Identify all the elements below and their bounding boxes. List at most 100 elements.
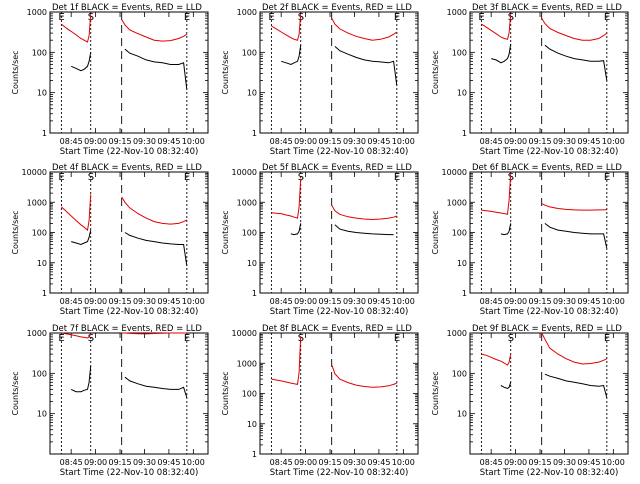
series-line-lld: [481, 13, 608, 41]
y-tick-label: 100: [242, 48, 257, 57]
x-tick-label: 09:15: [529, 458, 552, 467]
x-tick-label: 09:45: [367, 137, 390, 146]
panel-title: Det 7f BLACK = Events, RED = LLD: [52, 324, 202, 334]
interval-marker-E: E: [58, 172, 64, 183]
x-axis-label: Start Time (22-Nov-10 08:32:40): [270, 307, 409, 317]
x-tick-label: 09:15: [319, 297, 342, 306]
plot-frame: [469, 11, 629, 134]
x-tick-label: 09:30: [553, 297, 576, 306]
y-tick-label: 10000: [442, 168, 467, 177]
series-line-events: [71, 48, 188, 90]
plot-frame: [469, 332, 629, 455]
y-tick-label: 100: [32, 48, 47, 57]
y-tick-label: 1000: [27, 8, 47, 17]
interval-marker-E: E: [184, 333, 190, 344]
x-axis-label: Start Time (22-Nov-10 08:32:40): [480, 468, 619, 478]
x-tick-label: 08:45: [480, 297, 503, 306]
series-line-events: [500, 223, 608, 249]
x-tick-label: 08:45: [270, 297, 293, 306]
x-tick-label: 09:30: [343, 458, 366, 467]
plot-frame: [49, 332, 209, 455]
interval-marker-E: E: [394, 333, 400, 344]
plot-frame: [469, 171, 629, 294]
y-tick-label: 1: [42, 289, 47, 298]
y-tick-label: 10000: [232, 168, 257, 177]
detector-panel-4: Det 4f BLACK = Events, RED = LLD 1 10 100 10…: [11, 163, 209, 317]
detector-panel-2: Det 2f BLACK = Events, RED = LLD 1 10 100 10…: [221, 3, 419, 157]
interval-marker-E: E: [394, 12, 400, 23]
plot-frame: [259, 171, 419, 294]
y-tick-label: 1: [252, 129, 257, 138]
x-tick-label: 10:00: [602, 137, 625, 146]
x-tick-label: 08:45: [60, 137, 83, 146]
series-line-events: [71, 229, 188, 266]
x-tick-label: 10:00: [602, 458, 625, 467]
interval-marker-E: E: [58, 333, 64, 344]
x-axis-label: Start Time (22-Nov-10 08:32:40): [480, 307, 619, 317]
series-line-lld: [61, 194, 188, 232]
series-line-lld: [271, 178, 397, 221]
x-tick-label: 09:00: [294, 297, 317, 306]
y-tick-label: 1000: [447, 198, 467, 207]
x-tick-label: 09:30: [133, 297, 156, 306]
panel-title: Det 3f BLACK = Events, RED = LLD: [472, 3, 622, 13]
y-tick-label: 1000: [237, 198, 257, 207]
y-tick-label: 10000: [22, 168, 47, 177]
y-tick-label: 1000: [27, 198, 47, 207]
detector-panel-8: Det 8f BLACK = Events, RED = LLD 1 10 100 10…: [221, 324, 419, 478]
y-tick-label: 10: [247, 259, 257, 268]
interval-marker-S: S: [88, 333, 94, 344]
x-tick-label: 09:15: [109, 297, 132, 306]
x-tick-label: 10:00: [392, 297, 415, 306]
series-line-events: [70, 366, 188, 398]
x-tick-label: 09:30: [553, 458, 576, 467]
y-axis-label: Counts/sec: [11, 210, 20, 254]
x-tick-label: 09:00: [504, 458, 527, 467]
y-tick-label: 10: [37, 89, 47, 98]
panel-title: Det 2f BLACK = Events, RED = LLD: [262, 3, 412, 13]
y-tick-label: 10: [247, 89, 257, 98]
interval-marker-E: E: [604, 12, 610, 23]
panel-title: Det 5f BLACK = Events, RED = LLD: [262, 163, 412, 173]
series-line-lld: [481, 332, 608, 366]
x-tick-label: 09:45: [367, 458, 390, 467]
x-tick-label: 09:30: [553, 137, 576, 146]
series-line-events: [281, 45, 398, 86]
x-tick-label: 09:30: [133, 137, 156, 146]
y-tick-label: 1000: [237, 8, 257, 17]
x-tick-label: 09:00: [504, 297, 527, 306]
y-axis-label: Counts/sec: [221, 50, 230, 94]
series-line-events: [491, 44, 608, 81]
series-line-lld: [61, 332, 187, 339]
y-tick-label: 100: [242, 390, 257, 399]
x-tick-label: 09:30: [133, 458, 156, 467]
y-axis-label: Counts/sec: [11, 50, 20, 94]
y-tick-label: 10: [37, 259, 47, 268]
x-tick-label: 08:45: [60, 458, 83, 467]
y-tick-label: 10: [457, 89, 467, 98]
panel-title: Det 8f BLACK = Events, RED = LLD: [262, 324, 412, 334]
y-tick-label: 1: [42, 129, 47, 138]
x-tick-label: 09:45: [577, 458, 600, 467]
y-tick-label: 10: [37, 410, 47, 419]
y-tick-label: 10: [457, 410, 467, 419]
y-axis-label: Counts/sec: [431, 50, 440, 94]
x-tick-label: 09:15: [109, 137, 132, 146]
x-tick-label: 09:00: [84, 458, 107, 467]
y-tick-label: 100: [452, 48, 467, 57]
plot-frame: [49, 11, 209, 134]
x-tick-label: 09:00: [504, 137, 527, 146]
x-tick-label: 09:00: [294, 458, 317, 467]
interval-marker-S: S: [298, 172, 304, 183]
series-line-lld: [481, 173, 607, 215]
x-tick-label: 09:45: [367, 297, 390, 306]
interval-marker-S: S: [508, 12, 514, 23]
interval-marker-E: E: [478, 12, 484, 23]
panel-title: Det 1f BLACK = Events, RED = LLD: [52, 3, 202, 13]
x-tick-label: 10:00: [392, 458, 415, 467]
series-line-lld: [61, 13, 188, 43]
interval-marker-S: S: [508, 333, 514, 344]
x-axis-label: Start Time (22-Nov-10 08:32:40): [60, 307, 199, 317]
